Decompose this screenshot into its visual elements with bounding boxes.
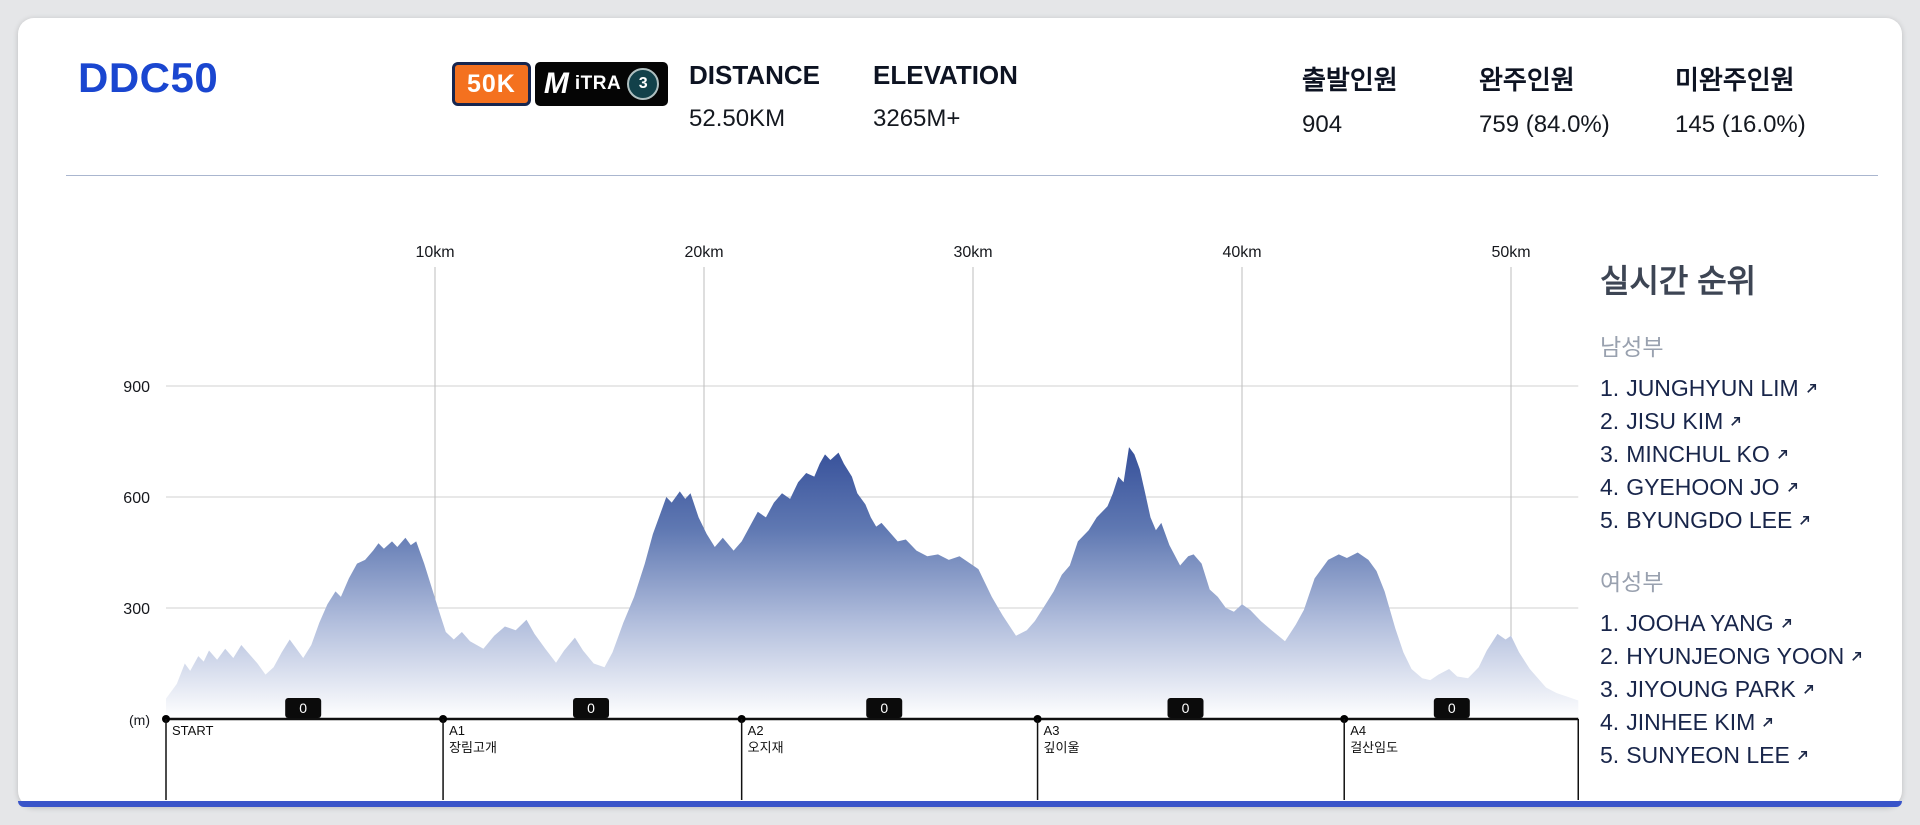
event-title: DDC50 [78,54,219,101]
distance-category-badge: 50K [452,62,531,106]
itra-points-badge: 3 [627,68,660,100]
ranking-item[interactable]: 4. JINHEE KIM [1600,706,1910,739]
rank-number: 5. [1600,742,1620,768]
rank-number: 3. [1600,676,1620,702]
external-link-icon [1731,416,1741,426]
external-link-icon [1852,651,1862,661]
rank-number: 3. [1600,441,1620,467]
division-label-men: 남성부 [1600,334,1664,360]
itra-logo-m: M [543,67,569,100]
stat-value: 904 [1302,111,1343,138]
stat-value: 3265M+ [873,105,961,132]
dashboard-card: DDC50 50K M iTRA 3 DISTANCE 52.50KM ELEV… [18,18,1902,807]
runner-name: JIYOUNG PARK [1626,676,1796,702]
external-link-icon [1787,482,1797,492]
stat-elevation: ELEVATION 3265M+ [873,60,1018,133]
itra-label: iTRA [574,73,622,94]
stat-label: 완주인원 [1479,65,1575,95]
rankings-title: 실시간 순위 [1600,263,1757,299]
external-link-icon [1803,684,1813,694]
stat-value: 145 (16.0%) [1675,111,1806,138]
rank-number: 4. [1600,709,1620,735]
runner-name: SUNYEON LEE [1626,742,1790,768]
external-link-icon [1800,515,1810,525]
ranking-item[interactable]: 2. HYUNJEONG YOON [1600,640,1910,673]
rank-section-women: 여성부 1. JOOHA YANG 2. HYUNJEONG YOON 3. JIYOUN… [1600,563,1910,772]
runner-name: GYEHOON JO [1626,474,1780,500]
ranking-item[interactable]: 1. JOOHA YANG [1600,607,1910,640]
runner-name: JINHEE KIM [1626,709,1756,735]
external-link-icon [1806,383,1816,393]
stat-label: DISTANCE [689,60,820,90]
card-accent-bar [18,801,1902,807]
rank-list-women: 1. JOOHA YANG 2. HYUNJEONG YOON 3. JIYOUNG PA… [1600,607,1910,772]
rank-number: 1. [1600,610,1620,636]
race-badges: 50K M iTRA 3 [452,62,669,106]
runner-name: JUNGHYUN LIM [1626,375,1799,401]
stat-label: 미완주인원 [1675,65,1795,95]
ranking-item[interactable]: 3. JIYOUNG PARK [1600,673,1910,706]
rank-section-men: 남성부 1. JUNGHYUN LIM 2. JISU KIM 3. MINCHUL KO… [1600,328,1910,537]
rank-number: 4. [1600,474,1620,500]
stat-finishers: 완주인원 759 (84.0%) [1479,60,1610,139]
ranking-item[interactable]: 3. MINCHUL KO [1600,438,1910,471]
runner-name: JISU KIM [1626,408,1724,434]
ranking-item[interactable]: 4. GYEHOON JO [1600,471,1910,504]
stat-starters: 출발인원 904 [1302,60,1398,139]
rank-list-men: 1. JUNGHYUN LIM 2. JISU KIM 3. MINCHUL KO 4. GY… [1600,372,1910,537]
ranking-item[interactable]: 5. BYUNGDO LEE [1600,504,1910,537]
ranking-item[interactable]: 5. SUNYEON LEE [1600,739,1910,772]
runner-name: MINCHUL KO [1626,441,1770,467]
stat-label: 출발인원 [1302,65,1398,95]
header-divider [66,175,1878,176]
ranking-item[interactable]: 1. JUNGHYUN LIM [1600,372,1910,405]
itra-badge: M iTRA 3 [534,62,669,106]
live-rankings-panel: 실시간 순위 남성부 1. JUNGHYUN LIM 2. JISU KIM 3. MIN… [1600,256,1910,772]
ranking-item[interactable]: 2. JISU KIM [1600,405,1910,438]
stat-dnf: 미완주인원 145 (16.0%) [1675,60,1806,139]
rank-number: 1. [1600,375,1620,401]
external-link-icon [1763,717,1773,727]
stat-label: ELEVATION [873,60,1018,90]
division-label-women: 여성부 [1600,569,1664,595]
external-link-icon [1777,449,1787,459]
rank-number: 2. [1600,408,1620,434]
runner-name: JOOHA YANG [1626,610,1774,636]
runner-name: BYUNGDO LEE [1626,507,1793,533]
external-link-icon [1797,750,1807,760]
rank-number: 5. [1600,507,1620,533]
stat-value: 52.50KM [689,105,786,132]
stat-distance: DISTANCE 52.50KM [689,60,820,133]
runner-name: HYUNJEONG YOON [1626,643,1845,669]
rank-number: 2. [1600,643,1620,669]
stat-value: 759 (84.0%) [1479,111,1610,138]
external-link-icon [1781,618,1791,628]
